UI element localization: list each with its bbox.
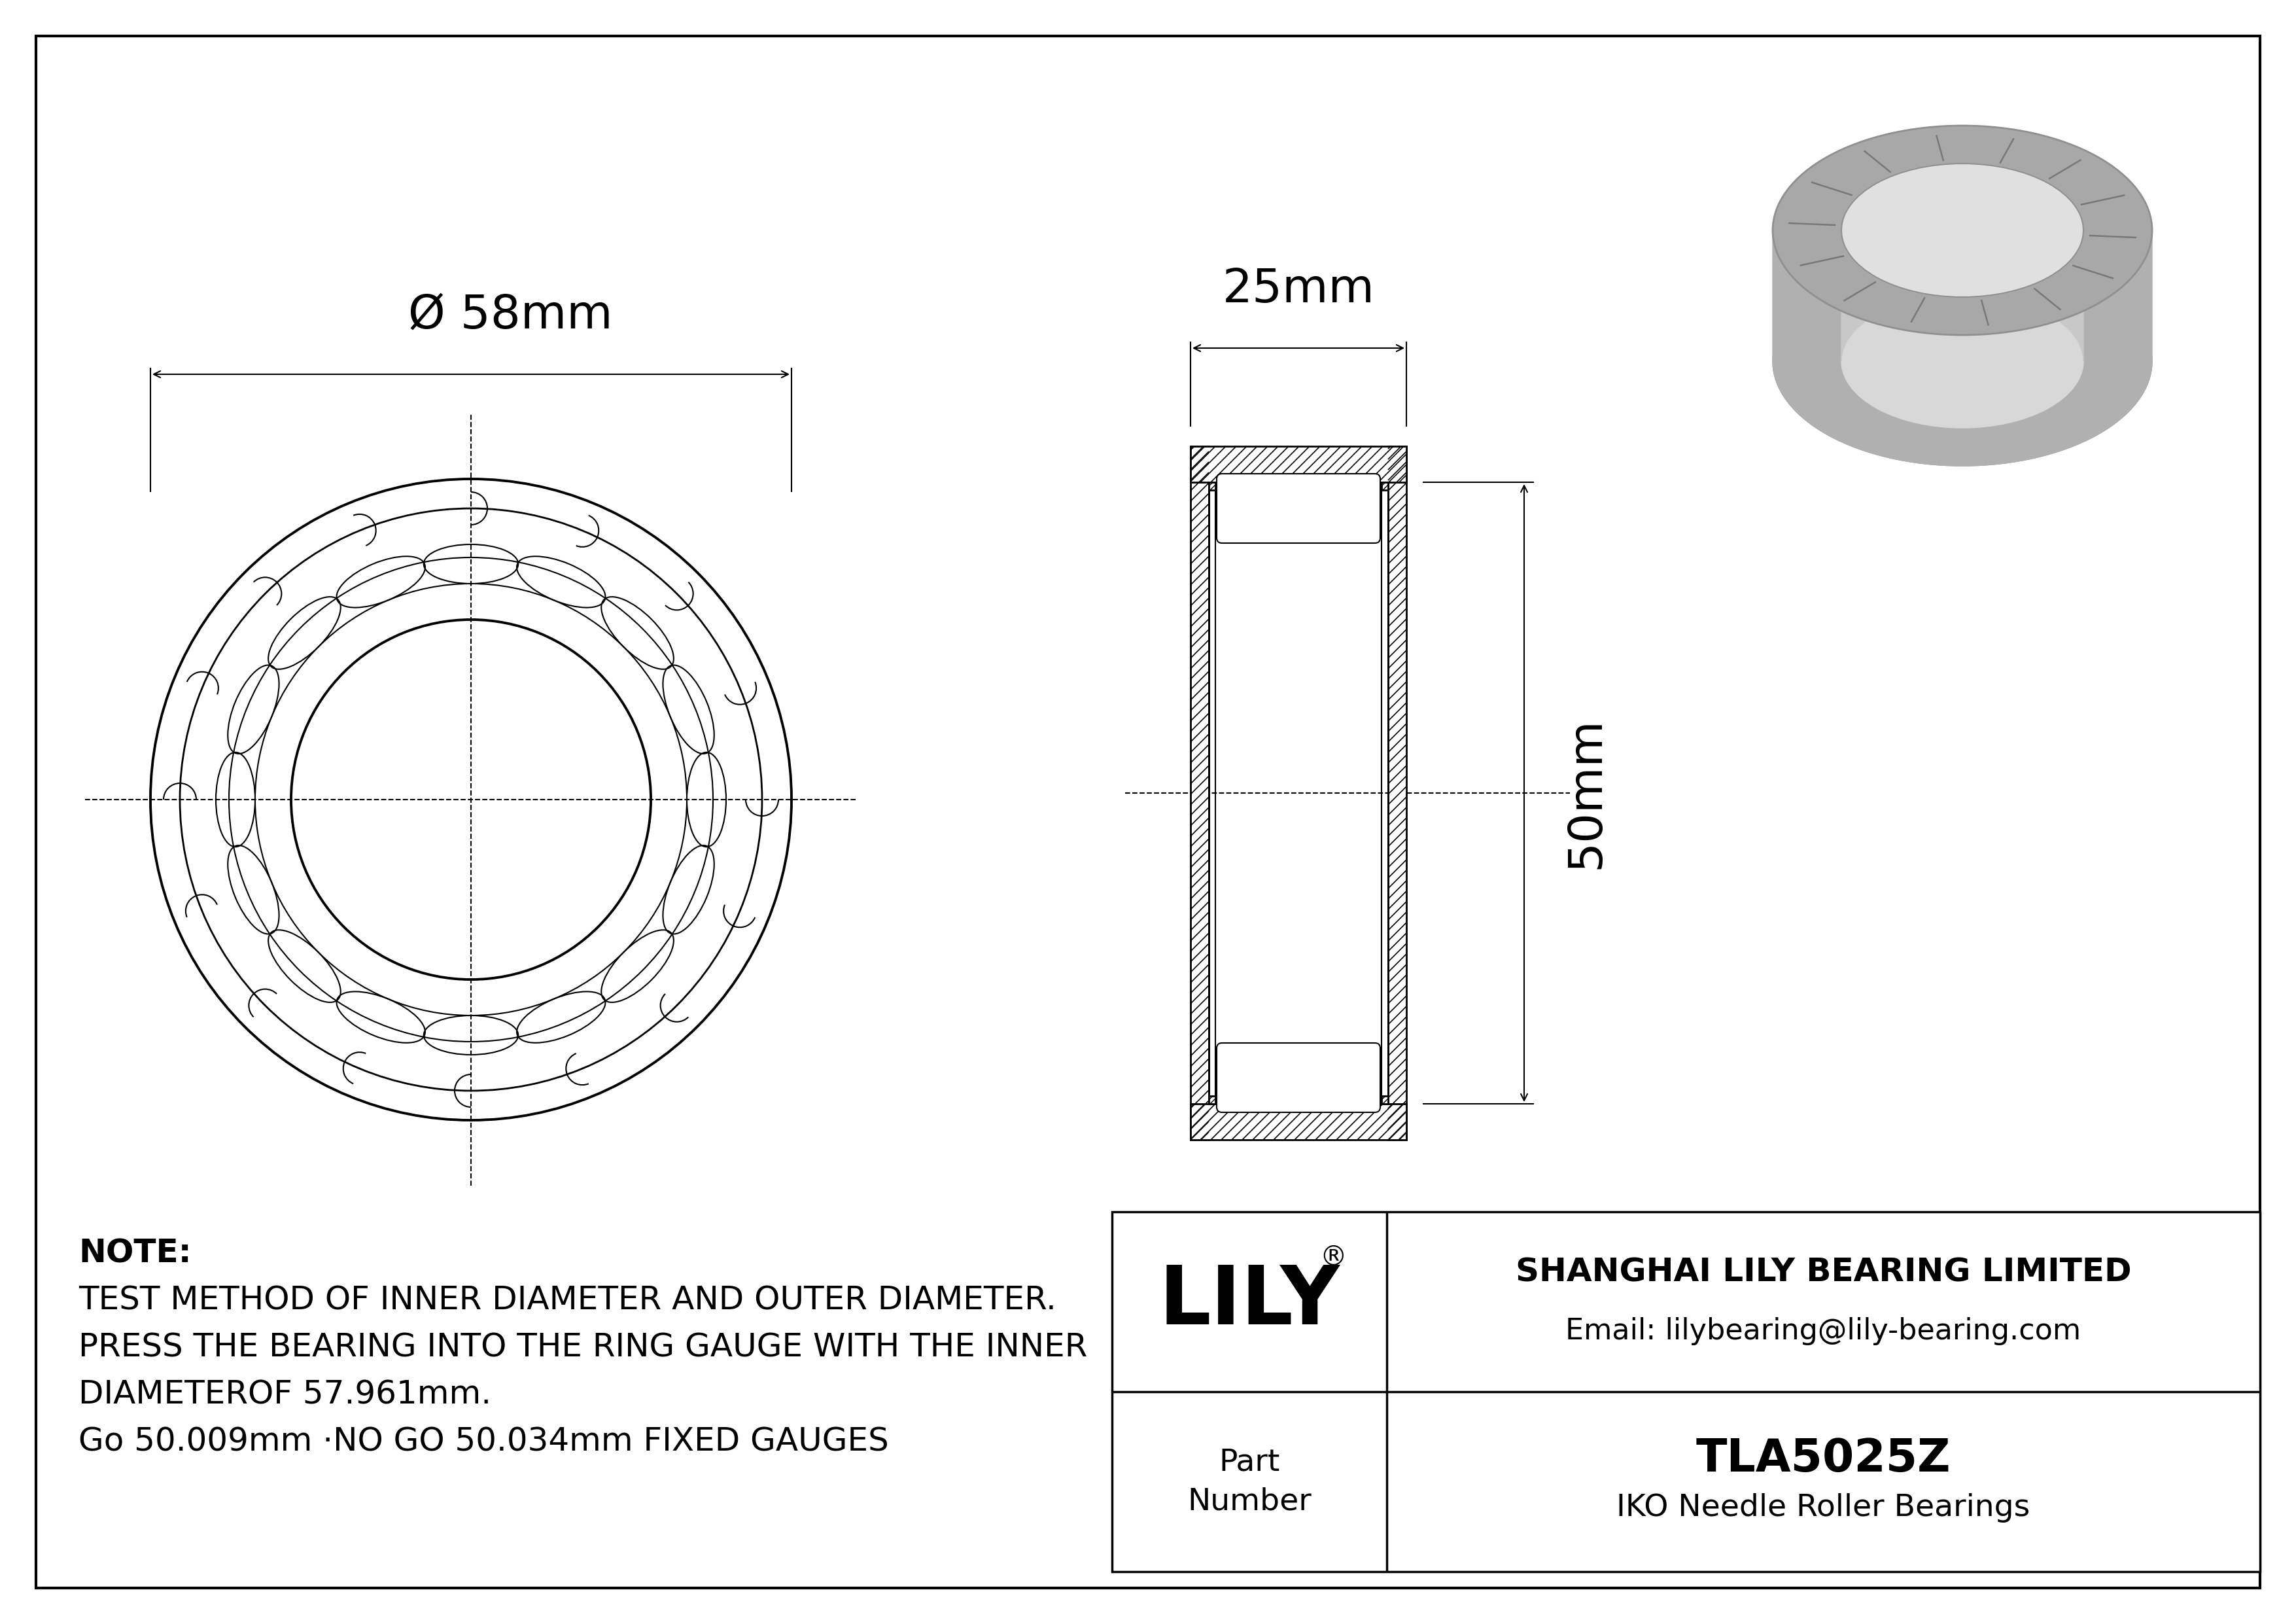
Text: Email: lilybearing@lily-bearing.com: Email: lilybearing@lily-bearing.com [1566,1317,2080,1345]
Text: IKO Needle Roller Bearings: IKO Needle Roller Bearings [1616,1492,2030,1523]
Polygon shape [1773,231,2151,466]
Text: DIAMETEROF 57.961mm.: DIAMETEROF 57.961mm. [78,1379,491,1411]
Bar [1192,447,1208,1140]
Polygon shape [1841,164,2082,361]
Text: 25mm: 25mm [1221,266,1375,312]
Bar [1208,1096,1215,1104]
Text: 50mm: 50mm [1564,716,1609,869]
Ellipse shape [1773,257,2151,466]
Text: PRESS THE BEARING INTO THE RING GAUGE WITH THE INNER: PRESS THE BEARING INTO THE RING GAUGE WI… [78,1332,1088,1364]
Text: Ø 58mm: Ø 58mm [409,292,613,338]
Text: TLA5025Z: TLA5025Z [1697,1437,1952,1481]
Text: TEST METHOD OF INNER DIAMETER AND OUTER DIAMETER.: TEST METHOD OF INNER DIAMETER AND OUTER … [78,1285,1056,1317]
Text: LILY: LILY [1159,1262,1341,1341]
Text: NOTE:: NOTE: [78,1237,191,1270]
Text: Go 50.009mm ·NO GO 50.034mm FIXED GAUGES: Go 50.009mm ·NO GO 50.034mm FIXED GAUGES [78,1426,889,1458]
Ellipse shape [1841,164,2082,297]
FancyBboxPatch shape [1217,1043,1380,1112]
Ellipse shape [1773,125,2151,335]
FancyBboxPatch shape [1217,474,1380,542]
Bar [1389,447,1407,1140]
Bar [1111,1212,2259,1572]
Text: ®: ® [1320,1244,1348,1272]
Text: SHANGHAI LILY BEARING LIMITED: SHANGHAI LILY BEARING LIMITED [1515,1257,2131,1288]
Ellipse shape [1841,294,2082,427]
Bar [1208,482,1215,490]
Text: Number: Number [1187,1486,1311,1517]
Bar [1382,1096,1389,1104]
Text: Part: Part [1219,1447,1279,1476]
Bar [1382,482,1389,490]
Bar [1192,447,1407,482]
Bar [1192,1104,1407,1140]
